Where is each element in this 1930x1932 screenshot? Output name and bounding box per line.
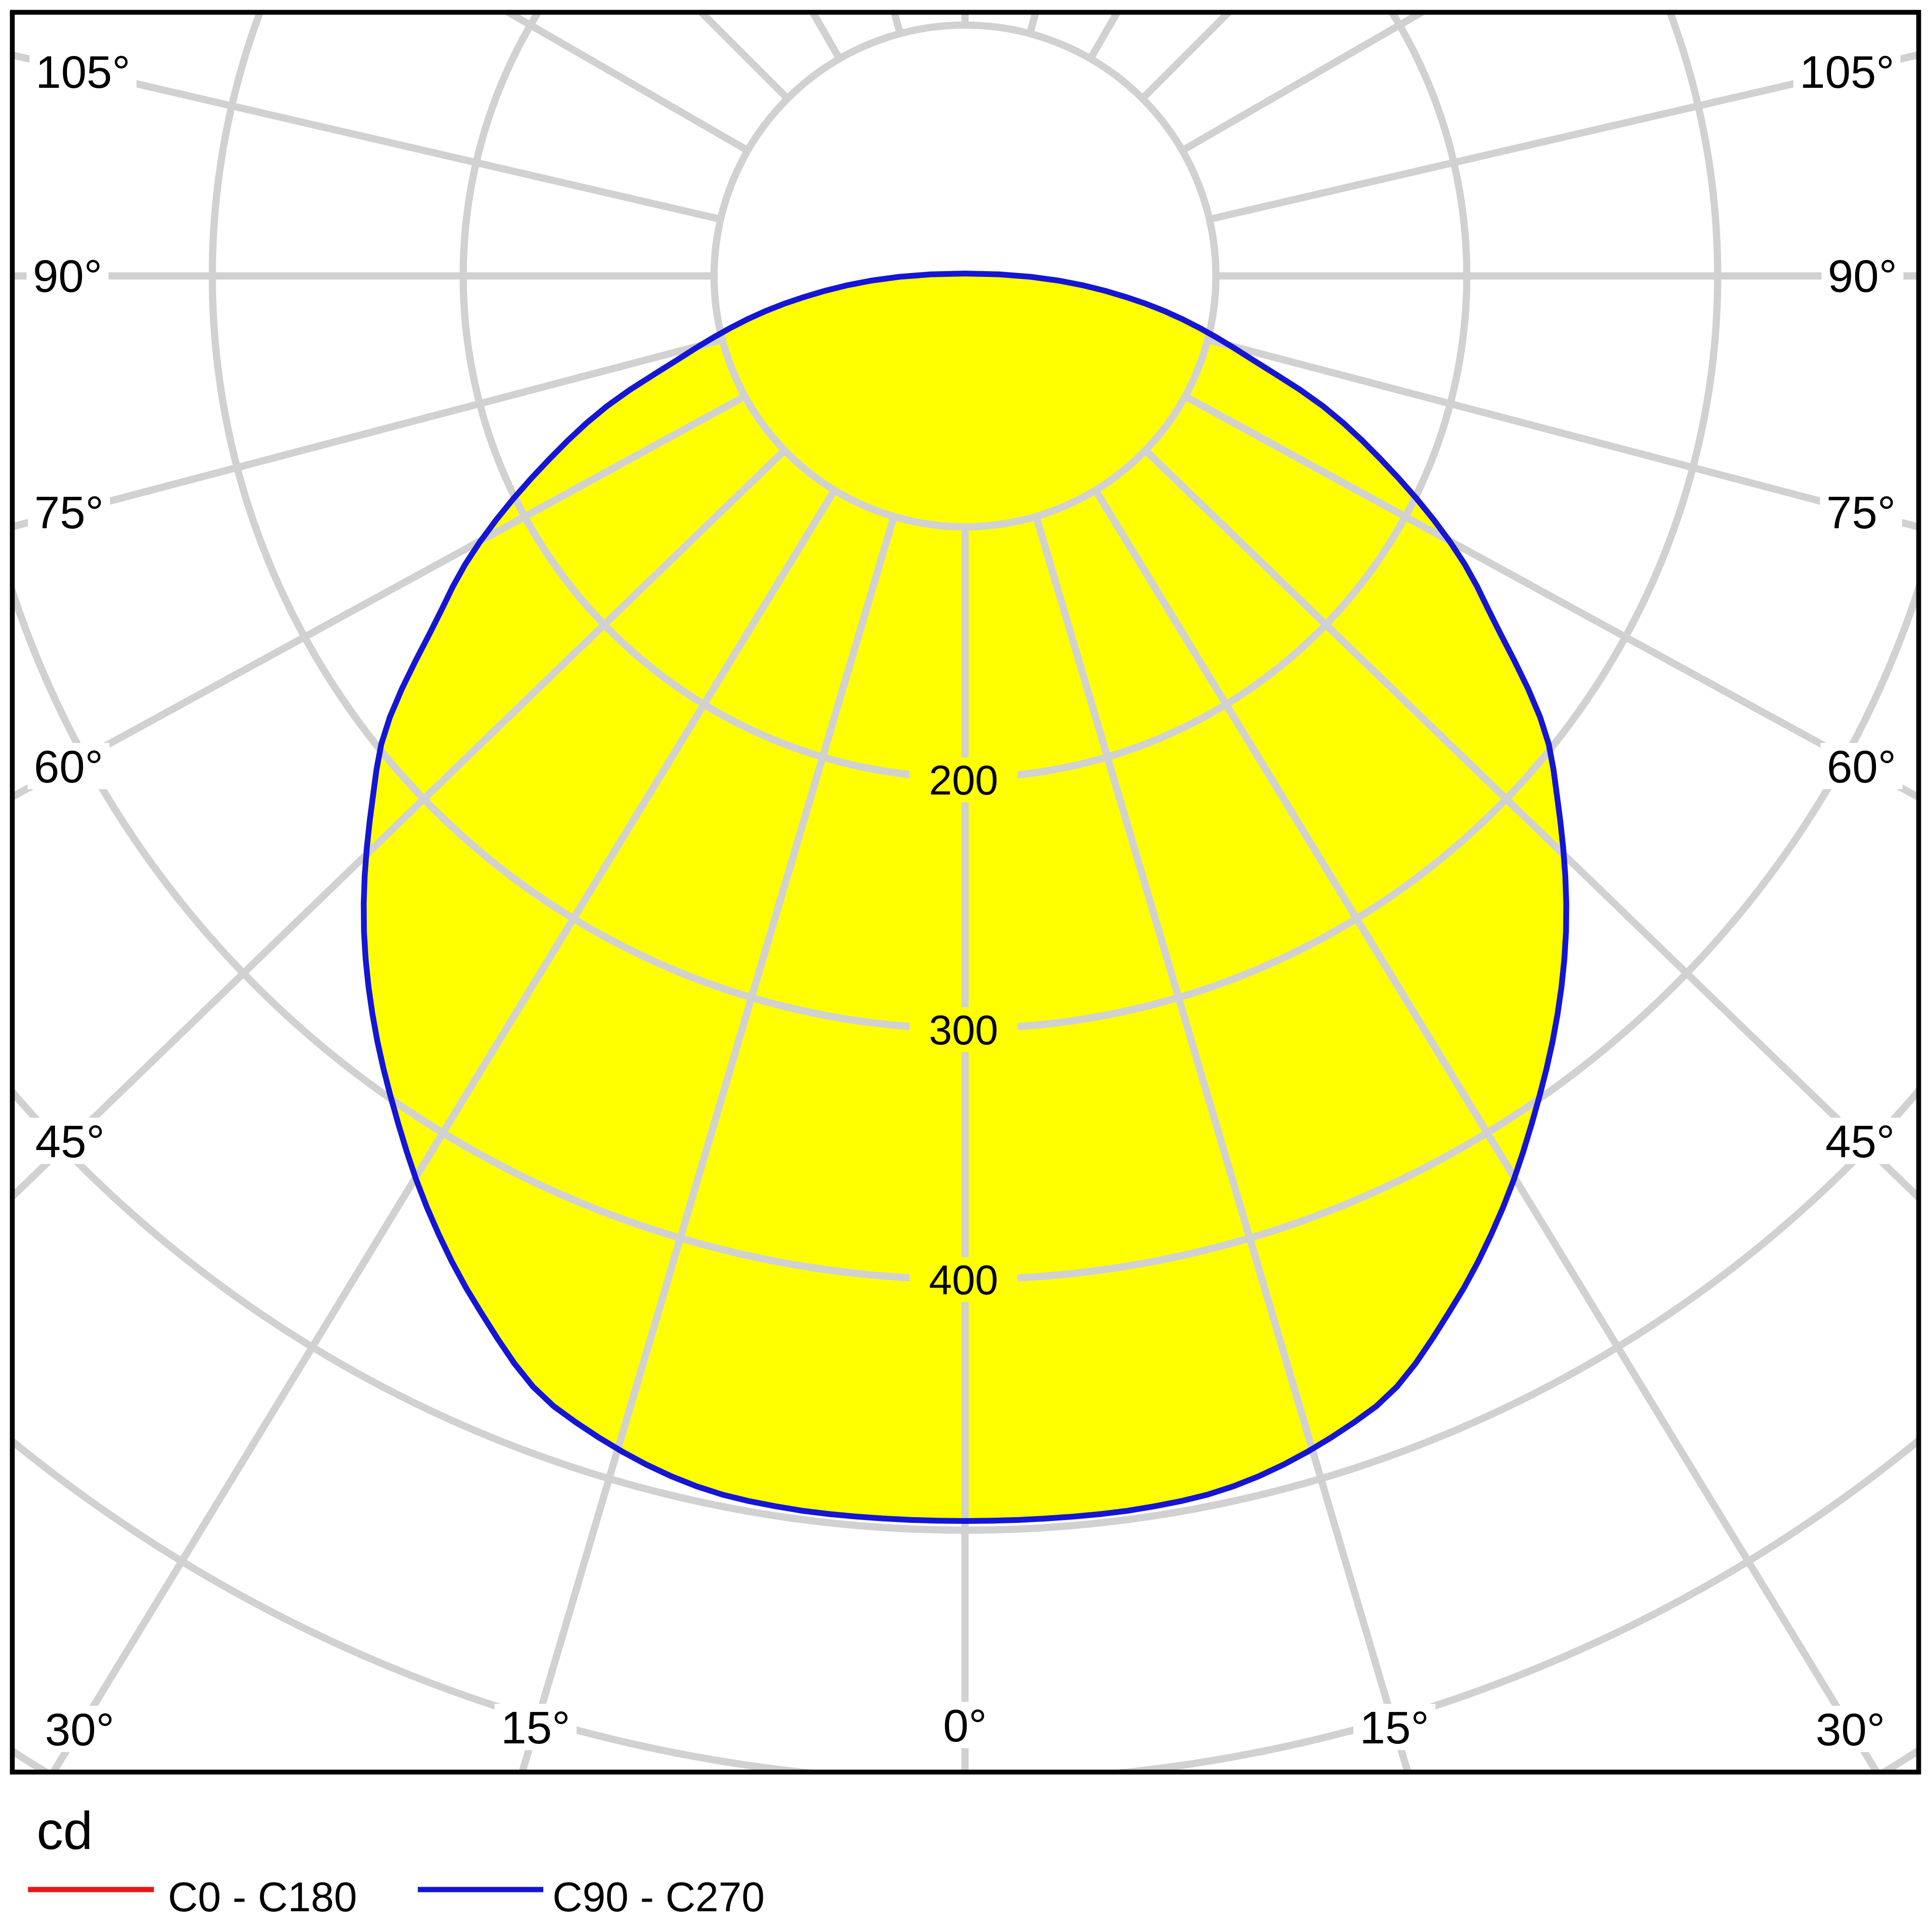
- svg-text:15°: 15°: [1360, 1702, 1429, 1754]
- svg-text:30°: 30°: [1816, 1704, 1885, 1755]
- svg-text:400: 400: [929, 1257, 998, 1303]
- svg-text:C0 - C180: C0 - C180: [168, 1874, 357, 1920]
- svg-text:60°: 60°: [34, 741, 103, 793]
- svg-text:105°: 105°: [36, 47, 131, 98]
- svg-text:15°: 15°: [501, 1702, 570, 1754]
- svg-text:90°: 90°: [1828, 251, 1897, 302]
- svg-text:105°: 105°: [1800, 47, 1895, 98]
- svg-text:45°: 45°: [1825, 1116, 1895, 1167]
- svg-text:75°: 75°: [1826, 487, 1896, 538]
- svg-text:cd: cd: [37, 1801, 93, 1861]
- svg-text:30°: 30°: [45, 1704, 114, 1755]
- svg-text:75°: 75°: [34, 487, 104, 538]
- svg-text:45°: 45°: [35, 1116, 105, 1167]
- svg-text:0°: 0°: [943, 1700, 987, 1752]
- svg-text:C90 - C270: C90 - C270: [552, 1874, 765, 1920]
- svg-text:300: 300: [929, 1007, 998, 1054]
- svg-text:200: 200: [929, 757, 998, 804]
- svg-text:90°: 90°: [33, 251, 102, 302]
- svg-text:60°: 60°: [1827, 741, 1896, 793]
